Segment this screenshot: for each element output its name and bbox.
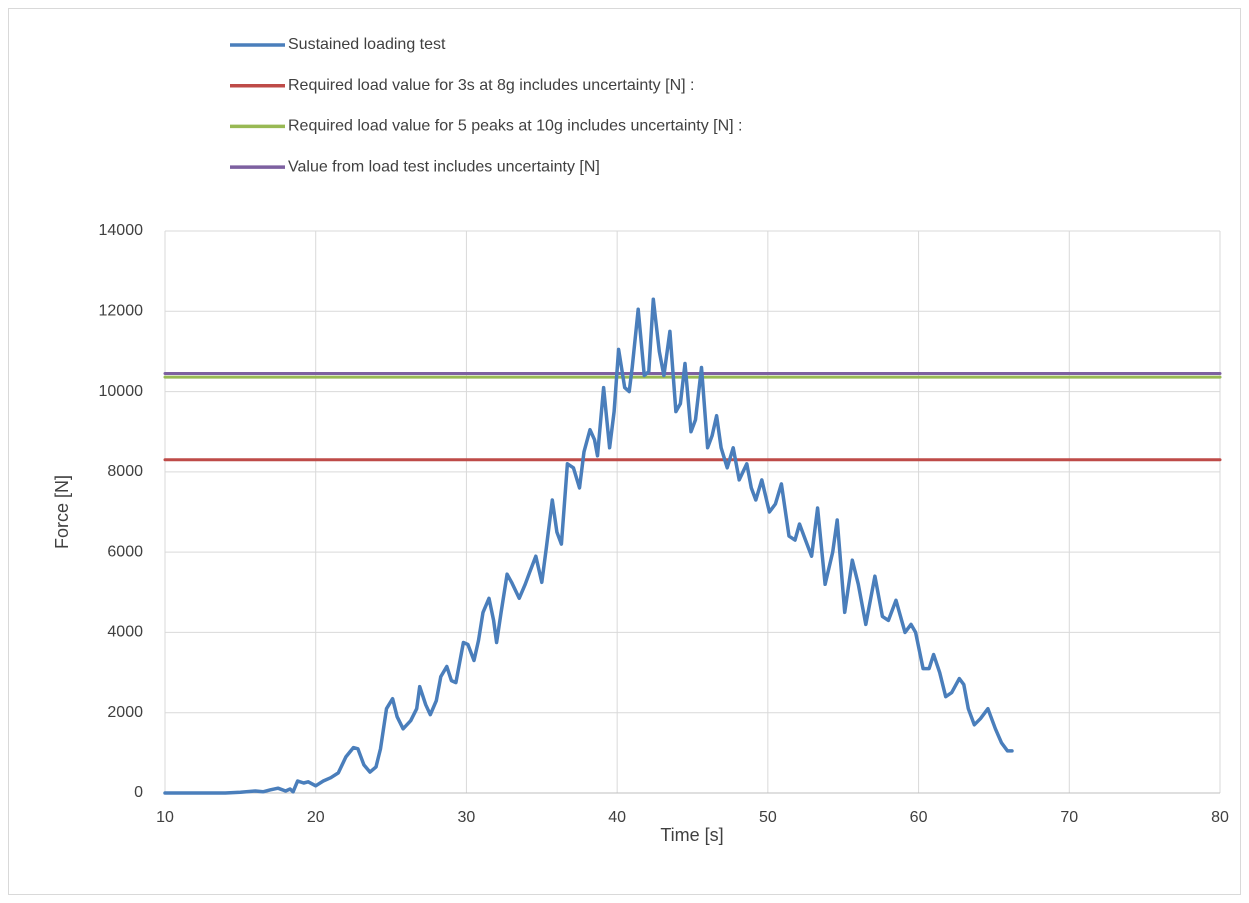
x-tick-label: 80 <box>1211 809 1229 826</box>
y-tick-label: 12000 <box>99 303 144 320</box>
legend-label: Sustained loading test <box>288 36 446 53</box>
y-tick-label: 2000 <box>107 704 143 721</box>
x-tick-label: 30 <box>458 809 476 826</box>
x-axis-label: Time [s] <box>660 825 723 845</box>
x-tick-label: 70 <box>1060 809 1078 826</box>
x-tick-label: 10 <box>156 809 174 826</box>
y-axis-label: Force [N] <box>52 475 72 549</box>
chart-frame <box>8 8 1241 895</box>
x-tick-label: 40 <box>608 809 626 826</box>
legend-label: Required load value for 5 peaks at 10g i… <box>288 118 743 135</box>
y-tick-label: 10000 <box>99 383 144 400</box>
x-tick-label: 20 <box>307 809 325 826</box>
legend-label: Required load value for 3s at 8g include… <box>288 77 694 94</box>
x-tick-label: 60 <box>910 809 928 826</box>
x-tick-label: 50 <box>759 809 777 826</box>
legend-label: Value from load test includes uncertaint… <box>288 158 600 175</box>
y-tick-label: 0 <box>134 784 143 801</box>
y-tick-label: 8000 <box>107 463 143 480</box>
y-tick-label: 6000 <box>107 543 143 560</box>
y-tick-label: 14000 <box>99 222 144 239</box>
series-line <box>163 297 1014 795</box>
y-tick-label: 4000 <box>107 624 143 641</box>
